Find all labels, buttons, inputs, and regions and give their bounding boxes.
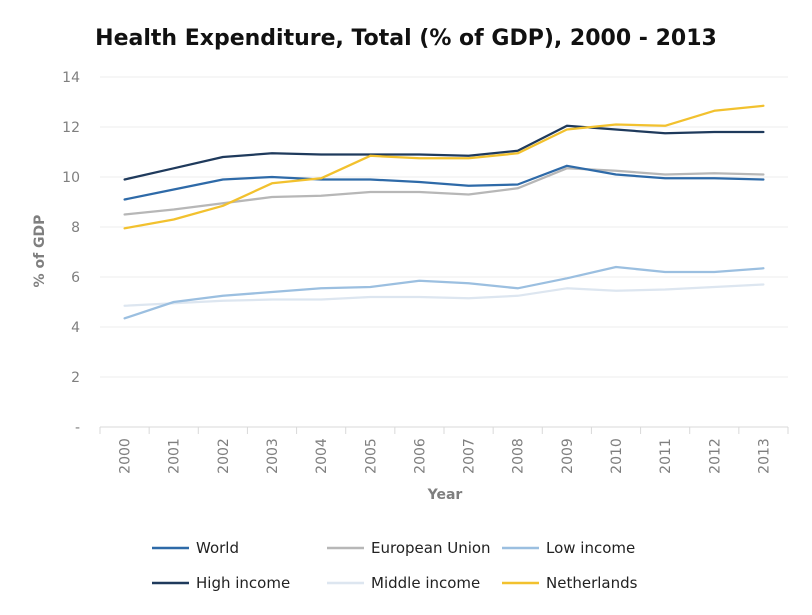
- x-tick-label: 2001: [167, 438, 183, 474]
- series-line-world: [123, 164, 765, 201]
- legend-label: World: [196, 539, 239, 557]
- series-line-low-income: [123, 265, 765, 320]
- legend-item-high-income: High income: [152, 574, 290, 592]
- y-tick-label: -: [75, 420, 80, 436]
- x-tick-label: 2010: [609, 438, 625, 474]
- legend-label: Middle income: [371, 574, 480, 592]
- legend-item-middle-income: Middle income: [327, 574, 480, 592]
- series-line-high-income: [123, 124, 765, 181]
- y-axis-ticks: - 2 4 6 8 10 12 14: [62, 70, 80, 436]
- series-line-netherlands: [123, 104, 765, 230]
- x-tick-label: 2011: [658, 438, 674, 474]
- x-tick-label: 2002: [216, 438, 232, 474]
- gridlines: [100, 76, 788, 428]
- x-axis-label: Year: [427, 487, 463, 503]
- y-tick-label: 6: [71, 270, 80, 286]
- legend-label: European Union: [371, 539, 491, 557]
- x-tick-label: 2009: [560, 438, 576, 474]
- y-axis-label: % of GDP: [32, 215, 48, 288]
- x-tick-label: 2013: [756, 438, 772, 474]
- legend-label: Low income: [546, 539, 635, 557]
- x-tick-label: 2000: [118, 438, 134, 474]
- chart-title: Health Expenditure, Total (% of GDP), 20…: [95, 26, 717, 51]
- x-tick-label: 2006: [412, 438, 428, 474]
- legend-item-world: World: [152, 539, 239, 557]
- legend-item-low-income: Low income: [502, 539, 635, 557]
- x-axis-ticks: 2000 2001 2002 2003 2004 2005 2006 2007 2008 2009…: [118, 438, 773, 474]
- legend-item-european-union: European Union: [327, 539, 491, 557]
- x-tick-label: 2007: [462, 438, 478, 474]
- x-tick-label: 2003: [265, 438, 281, 474]
- y-tick-label: 8: [71, 220, 80, 236]
- x-tick-label: 2012: [707, 438, 723, 474]
- x-tick-label: 2005: [363, 438, 379, 474]
- series-line-middle-income: [123, 283, 765, 307]
- y-tick-label: 10: [62, 170, 80, 186]
- y-tick-label: 2: [71, 370, 80, 386]
- legend-label: Netherlands: [546, 574, 638, 592]
- legend-item-netherlands: Netherlands: [502, 574, 638, 592]
- x-category-dividers: [99, 427, 789, 434]
- legend: World European Union Low income High income…: [152, 539, 638, 592]
- y-tick-label: 12: [62, 120, 80, 136]
- y-tick-label: 4: [71, 320, 80, 336]
- series-lines: [123, 104, 765, 320]
- legend-label: High income: [196, 574, 290, 592]
- y-tick-label: 14: [62, 70, 80, 86]
- x-tick-label: 2008: [511, 438, 527, 474]
- x-tick-label: 2004: [314, 438, 330, 474]
